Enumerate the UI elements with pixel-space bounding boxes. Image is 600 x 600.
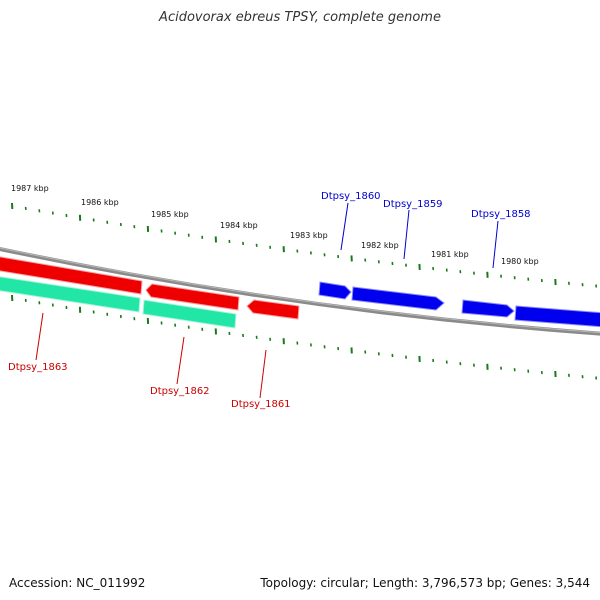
gene-track-secondary-1863	[0, 276, 141, 313]
inner-scale-ticks	[11, 294, 598, 380]
gene-label-dtpsy-1860[interactable]: Dtpsy_1860	[321, 191, 381, 202]
gene-dtpsy-1861[interactable]	[246, 299, 300, 320]
scale-label: 1987 kbp	[11, 184, 49, 193]
scale-label: 1982 kbp	[361, 241, 399, 250]
reverse-strand-genes	[0, 256, 300, 329]
gene-dtpsy-1862[interactable]	[145, 283, 240, 311]
gene-dtpsy-1858-b[interactable]	[514, 305, 600, 328]
gene-dtpsy-1860[interactable]	[318, 281, 352, 300]
gene-label-dtpsy-1858[interactable]: Dtpsy_1858	[471, 209, 531, 220]
genome-summary: Topology: circular; Length: 3,796,573 bp…	[260, 576, 590, 590]
gene-leaders	[35, 202, 499, 399]
scale-labels: 1987 kbp 1986 kbp 1985 kbp 1984 kbp 1983…	[11, 184, 539, 266]
gene-label-dtpsy-1862[interactable]: Dtpsy_1862	[150, 386, 210, 397]
accession-label: Accession: NC_011992	[9, 576, 146, 590]
genome-backbone	[0, 246, 600, 336]
gene-dtpsy-1859[interactable]	[351, 286, 445, 311]
genome-title: Acidovorax ebreus TPSY, complete genome	[159, 10, 441, 25]
gene-label-dtpsy-1861[interactable]: Dtpsy_1861	[231, 399, 291, 410]
gene-label-dtpsy-1859[interactable]: Dtpsy_1859	[383, 199, 443, 210]
gene-dtpsy-1863[interactable]	[0, 256, 143, 295]
gene-label-dtpsy-1863[interactable]: Dtpsy_1863	[8, 362, 68, 373]
scale-label: 1986 kbp	[81, 198, 119, 207]
gene-dtpsy-1858-a[interactable]	[461, 299, 515, 318]
forward-strand-genes	[318, 281, 600, 328]
scale-label: 1981 kbp	[431, 250, 469, 259]
scale-label: 1985 kbp	[151, 210, 189, 219]
outer-scale-ticks	[11, 202, 598, 288]
scale-label: 1984 kbp	[220, 221, 258, 230]
scale-label: 1983 kbp	[290, 231, 328, 240]
gene-track-secondary-1862	[142, 299, 237, 329]
scale-label: 1980 kbp	[501, 257, 539, 266]
gene-labels: Dtpsy_1860 Dtpsy_1859 Dtpsy_1858 Dtpsy_1…	[8, 191, 531, 410]
